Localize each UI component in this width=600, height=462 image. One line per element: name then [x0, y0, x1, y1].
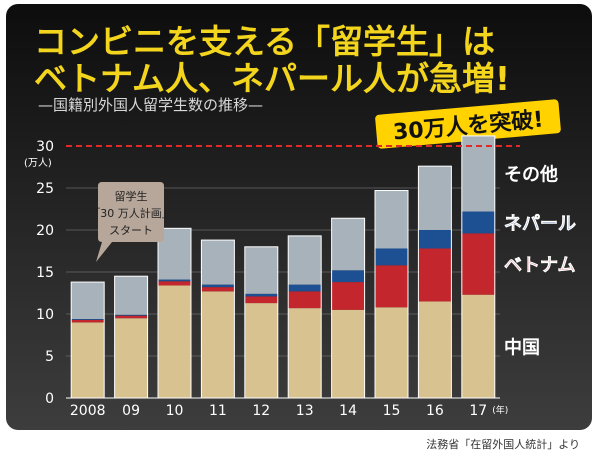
x-tick-label: 10 — [166, 403, 184, 419]
bar-16-3 — [418, 166, 452, 230]
bar-09-0 — [114, 318, 148, 398]
chart-title-line2: ベトナム人、ネパール人が急増! — [34, 59, 510, 98]
x-axis-unit: (年) — [492, 404, 508, 416]
bar-12-0 — [244, 303, 278, 398]
bar-13-1 — [288, 291, 322, 309]
bar-10-2 — [158, 279, 191, 282]
y-tick-label: 5 — [45, 349, 54, 365]
bar-16-0 — [418, 301, 452, 398]
legend-label: ネパール — [504, 213, 576, 234]
bar-10-0 — [158, 285, 191, 398]
bar-14-3 — [331, 218, 365, 271]
bar-17-2 — [461, 211, 495, 234]
y-tick-label: 10 — [36, 307, 54, 323]
x-tick-label: 14 — [339, 403, 357, 419]
bar-2008-0 — [71, 322, 105, 398]
callout-bubble: 留学生 「30 万人計画」 スタート — [89, 182, 173, 262]
bar-15-0 — [375, 307, 408, 398]
y-tick-label: 30 — [36, 139, 54, 155]
y-tick-label: 15 — [36, 265, 54, 281]
legend-label: ベトナム — [504, 255, 575, 276]
bar-11-1 — [201, 287, 235, 292]
y-tick-label: 0 — [45, 391, 54, 407]
y-axis-unit: (万人) — [24, 157, 52, 169]
bar-12-2 — [244, 293, 278, 297]
bar-17-3 — [461, 135, 495, 212]
bar-15-1 — [375, 265, 408, 308]
bar-14-1 — [331, 282, 365, 310]
x-tick-label: 15 — [383, 403, 401, 419]
bar-11-2 — [201, 284, 235, 288]
bar-2008-2 — [71, 319, 105, 320]
bar-16-2 — [418, 230, 452, 249]
callout-bubble-shape — [96, 182, 164, 262]
x-tick-label: 17 — [469, 403, 487, 419]
x-tick-label: 12 — [252, 403, 270, 419]
callout-line2: 「30 万人計画」 — [89, 206, 173, 220]
chart-title-line1: コンビニを支える「留学生」は — [34, 22, 495, 61]
bar-15-2 — [375, 248, 408, 266]
bar-11-0 — [201, 291, 235, 398]
milestone-badge-bg — [375, 99, 561, 149]
bar-13-0 — [288, 308, 322, 398]
y-tick-label: 25 — [36, 181, 54, 197]
bar-09-3 — [114, 276, 148, 315]
source-note: 法務省「在留外国人統計」より — [426, 438, 580, 451]
bar-09-2 — [114, 314, 148, 316]
bar-14-2 — [331, 270, 365, 283]
bar-17-0 — [461, 294, 495, 398]
x-tick-label: 16 — [426, 403, 444, 419]
x-tick-label: 09 — [122, 403, 140, 419]
legend-label: 中国 — [504, 336, 540, 358]
x-tick-label: 2008 — [70, 403, 106, 419]
chart-subtitle: —国籍別外国人留学生数の推移— — [38, 96, 263, 114]
bar-13-3 — [288, 235, 322, 285]
bar-13-2 — [288, 284, 322, 292]
y-tick-label: 20 — [36, 223, 54, 239]
bar-17-1 — [461, 233, 495, 295]
bar-2008-3 — [71, 282, 105, 320]
callout-line3: スタート — [109, 224, 153, 237]
bar-16-1 — [418, 248, 452, 302]
callout-line1: 留学生 — [115, 189, 148, 203]
bar-12-1 — [244, 296, 278, 304]
x-tick-label: 11 — [209, 403, 227, 419]
legend-label: その他 — [504, 164, 558, 186]
bar-2008-1 — [71, 319, 105, 323]
bar-10-1 — [158, 281, 191, 286]
bar-15-3 — [375, 190, 408, 249]
bar-09-1 — [114, 315, 148, 319]
x-tick-label: 13 — [296, 403, 314, 419]
bar-12-3 — [244, 246, 278, 294]
bar-14-0 — [331, 309, 365, 398]
bar-11-3 — [201, 240, 235, 285]
